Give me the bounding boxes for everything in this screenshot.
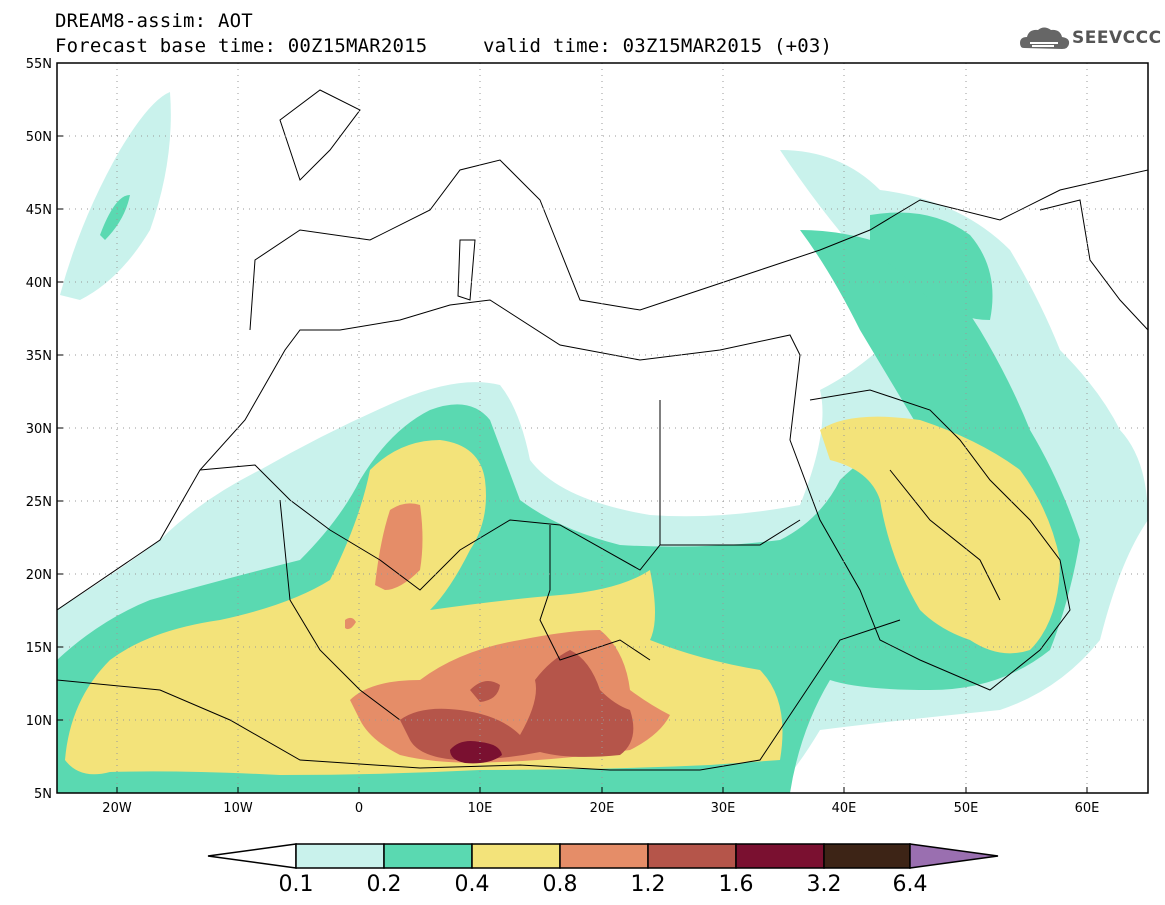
colorbar-swatch — [383, 843, 473, 869]
lat-label: 30N — [26, 422, 52, 437]
colorbar-label: 0.2 — [366, 872, 402, 897]
map-title: DREAM8-assim: AOT — [55, 10, 253, 32]
logo-text: SEEVCCC — [1072, 28, 1162, 48]
coastlines — [57, 89, 1148, 771]
lon-label: 40E — [832, 801, 857, 816]
lon-label: 30E — [711, 801, 736, 816]
lon-label: 10E — [468, 801, 493, 816]
lon-label: 20W — [102, 801, 132, 816]
lat-label: 55N — [26, 57, 52, 72]
colorbar-high-arrow — [909, 843, 999, 869]
valid-time: valid time: 03Z15MAR2015 (+03) — [483, 35, 833, 57]
colorbar-label: 0.1 — [278, 872, 314, 897]
lat-label: 20N — [26, 568, 52, 583]
lon-labels: 20W 10W 0 10E 20E 30E 40E 50E 60E — [102, 801, 1099, 816]
colorbar-swatch — [471, 843, 561, 869]
lat-label: 35N — [26, 349, 52, 364]
colorbar-label: 0.4 — [454, 872, 490, 897]
colorbar-label: 6.4 — [892, 872, 928, 897]
colorbar — [207, 843, 999, 869]
axis-ticks — [57, 62, 1088, 794]
lat-label: 50N — [26, 130, 52, 145]
lat-label: 10N — [26, 714, 52, 729]
colorbar-swatch — [823, 843, 911, 869]
lat-labels: 55N 50N 45N 40N 35N 30N 25N 20N 15N 10N … — [26, 57, 52, 802]
lat-label: 40N — [26, 276, 52, 291]
colorbar-label: 1.6 — [718, 872, 754, 897]
lat-label: 25N — [26, 495, 52, 510]
colorbar-label: 1.2 — [630, 872, 666, 897]
forecast-base-time: Forecast base time: 00Z15MAR2015 — [55, 35, 428, 57]
lat-label: 5N — [34, 787, 52, 802]
lon-label: 20E — [590, 801, 615, 816]
lon-label: 50E — [954, 801, 979, 816]
colorbar-label: 0.8 — [542, 872, 578, 897]
lon-label: 60E — [1075, 801, 1100, 816]
colorbar-swatch — [295, 843, 385, 869]
lat-label: 15N — [26, 641, 52, 656]
colorbar-low-arrow — [207, 843, 297, 869]
aot-field — [57, 92, 1148, 793]
colorbar-swatch — [647, 843, 737, 869]
colorbar-label: 3.2 — [806, 872, 842, 897]
cloud-icon — [1020, 27, 1070, 49]
lon-label: 10W — [223, 801, 253, 816]
lat-label: 45N — [26, 203, 52, 218]
colorbar-swatch — [559, 843, 649, 869]
lon-label: 0 — [355, 801, 363, 816]
colorbar-swatch — [735, 843, 825, 869]
